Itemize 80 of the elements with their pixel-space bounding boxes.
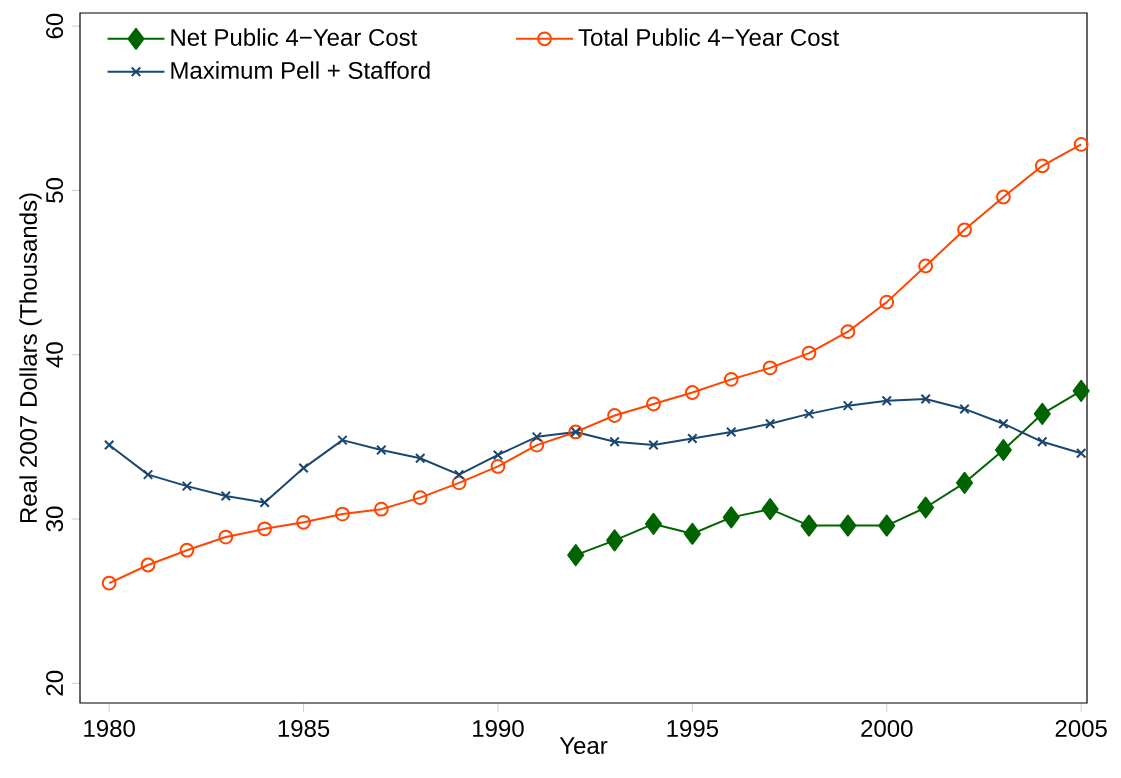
y-tick-label: 60 — [46, 13, 64, 39]
point — [103, 439, 115, 451]
point — [218, 529, 234, 545]
point — [296, 514, 311, 530]
point — [531, 431, 543, 443]
point — [920, 393, 931, 405]
point — [606, 529, 624, 552]
point — [803, 408, 815, 420]
legend-label: Net Public 4−Year Cost — [171, 28, 418, 46]
legend-label: Maximum Pell + Stafford — [171, 61, 430, 79]
point — [687, 433, 698, 444]
x-axis-title: Year — [559, 737, 608, 755]
point — [840, 324, 856, 340]
point — [1037, 436, 1048, 448]
point — [801, 345, 817, 361]
point — [683, 522, 701, 545]
point — [800, 514, 818, 537]
y-axis-title: Real 2007 Dollars (Thousands) — [19, 193, 42, 523]
point — [142, 469, 154, 480]
y-tick-label: 40 — [46, 342, 64, 368]
point — [723, 371, 739, 387]
x-tick-label: 1990 — [473, 719, 524, 737]
point — [1034, 158, 1050, 174]
point — [451, 475, 467, 491]
point — [918, 258, 934, 274]
point — [1033, 402, 1051, 425]
legend-label: Total Public 4−Year Cost — [578, 28, 840, 46]
point — [879, 294, 895, 310]
point — [722, 506, 740, 529]
point — [414, 452, 426, 464]
point — [994, 439, 1012, 461]
point — [839, 514, 857, 537]
point — [335, 506, 350, 522]
point — [996, 189, 1011, 205]
point — [259, 497, 270, 508]
point — [412, 490, 428, 506]
point — [490, 459, 506, 474]
x-tick-label: 1995 — [667, 719, 719, 737]
point — [842, 400, 854, 411]
point — [646, 396, 661, 412]
point — [917, 496, 935, 519]
point — [257, 521, 273, 537]
point — [684, 385, 700, 400]
point — [998, 418, 1009, 429]
point — [959, 403, 970, 415]
point — [609, 436, 620, 448]
point — [453, 469, 465, 480]
point — [298, 462, 309, 474]
point — [181, 480, 193, 492]
point — [179, 542, 195, 558]
point — [1073, 137, 1089, 152]
point — [762, 360, 778, 376]
point — [337, 434, 348, 446]
point — [220, 490, 232, 502]
point — [101, 575, 117, 591]
point — [726, 426, 737, 438]
point — [492, 449, 504, 461]
point — [376, 444, 387, 456]
x-tick-label: 1980 — [84, 719, 135, 737]
y-tick-label: 50 — [46, 178, 64, 203]
y-tick-label: 20 — [46, 670, 64, 696]
y-tick-label: 30 — [46, 506, 64, 532]
point — [878, 514, 896, 537]
x-tick-label: 2005 — [1055, 719, 1107, 737]
point — [957, 222, 972, 238]
point — [607, 408, 622, 423]
point — [644, 512, 662, 535]
point — [764, 418, 776, 429]
x-tick-label: 1985 — [278, 719, 330, 737]
point — [648, 439, 659, 451]
point — [1075, 448, 1087, 459]
x-tick-label: 2000 — [861, 719, 913, 737]
point — [140, 557, 156, 573]
point — [373, 501, 389, 517]
point — [567, 544, 585, 567]
point — [956, 471, 974, 494]
point — [529, 437, 545, 453]
point — [1072, 379, 1090, 402]
point — [881, 395, 893, 406]
point — [761, 498, 779, 521]
